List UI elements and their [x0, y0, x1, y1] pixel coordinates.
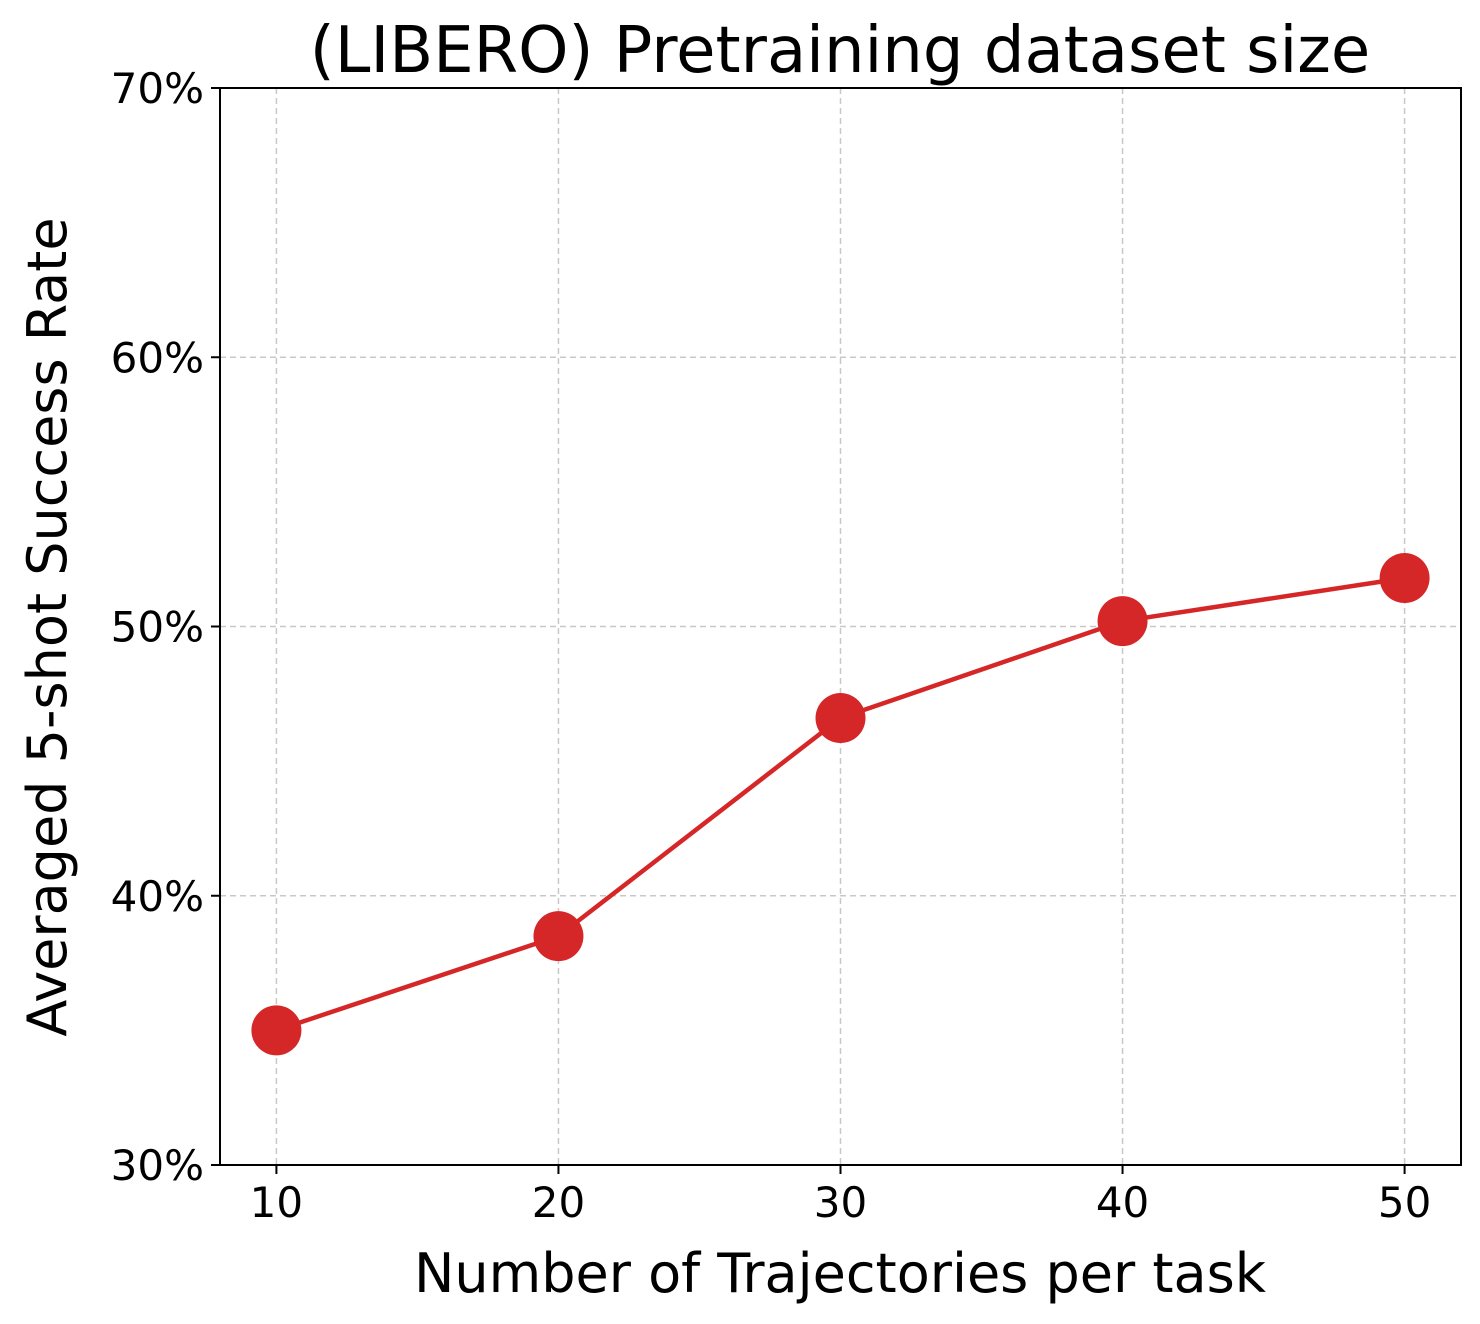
data-point [815, 693, 866, 744]
data-series [251, 553, 1430, 1056]
y-tick-label: 50% [111, 603, 204, 652]
x-tick-label: 10 [250, 1178, 303, 1227]
data-point [1379, 553, 1430, 604]
data-point [533, 911, 584, 962]
y-tick-label: 60% [111, 333, 204, 382]
grid [220, 88, 1461, 1165]
x-tick-label: 40 [1096, 1178, 1149, 1227]
axis-ticks: 10 20 30 40 50 30% 40% 50% 60% 70% [111, 64, 1432, 1227]
y-tick-label: 30% [111, 1141, 204, 1190]
x-tick-label: 50 [1378, 1178, 1431, 1227]
x-tick-label: 30 [814, 1178, 867, 1227]
x-axis-label: Number of Trajectories per task [414, 1242, 1267, 1305]
y-tick-label: 70% [111, 64, 204, 113]
chart-title: (LIBERO) Pretraining dataset size [310, 14, 1370, 88]
data-point [251, 1005, 302, 1056]
y-tick-label: 40% [111, 872, 204, 921]
x-tick-label: 20 [532, 1178, 585, 1227]
y-axis-label: Averaged 5-shot Success Rate [16, 217, 79, 1036]
data-point [1097, 596, 1148, 647]
